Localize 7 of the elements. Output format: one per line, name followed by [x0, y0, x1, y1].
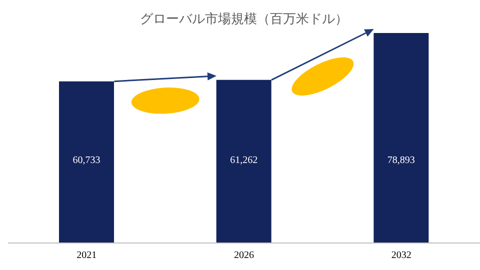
data-label: 60,733 [72, 155, 100, 166]
data-label: 61,262 [230, 155, 258, 166]
x-tick-label: 2032 [391, 250, 412, 262]
x-tick-label: 2026 [234, 250, 254, 262]
data-label: 78,893 [387, 155, 415, 166]
x-tick-label: 2021 [76, 250, 97, 262]
chart-title: グローバル市場規模（百万米ドル） [139, 11, 349, 28]
